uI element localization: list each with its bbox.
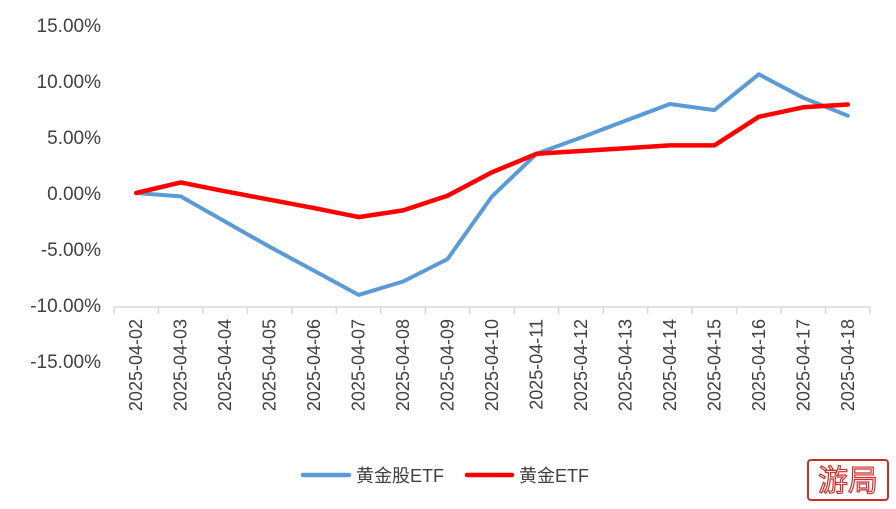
series-line-2 xyxy=(133,102,851,220)
series-lines xyxy=(133,72,851,297)
x-tick-label: 2025-04-18 xyxy=(838,319,858,411)
watermark-stamp-text: 游局 xyxy=(818,464,878,499)
legend: 黄金股ETF 黄金ETF xyxy=(300,466,589,486)
x-axis-ticks xyxy=(113,307,871,314)
x-tick-label: 2025-04-17 xyxy=(793,319,813,411)
x-axis-tick-labels: 2025-04-02 2025-04-03 2025-04-04 2025-04-05… xyxy=(126,319,858,411)
y-tick-label: 0.00% xyxy=(47,184,101,205)
x-tick-label: 2025-04-08 xyxy=(393,319,413,411)
x-tick-label: 2025-04-11 xyxy=(526,319,546,410)
y-tick-label: 5.00% xyxy=(47,128,101,149)
x-tick-label: 2025-04-05 xyxy=(260,319,280,411)
x-tick-label: 2025-04-14 xyxy=(660,319,680,411)
x-tick-label: 2025-04-09 xyxy=(438,319,458,411)
y-tick-label: 10.00% xyxy=(37,72,102,93)
watermark-stamp: 游局 xyxy=(807,459,889,501)
x-tick-label: 2025-04-06 xyxy=(304,319,324,411)
y-tick-label: -5.00% xyxy=(41,240,101,261)
y-axis-tick-labels: 15.00% 10.00% 5.00% 0.00% -5.00% -10.00% -15.0… xyxy=(30,16,101,373)
y-tick-label: 15.00% xyxy=(37,16,102,37)
series-line-1 xyxy=(134,72,850,297)
x-tick-label: 2025-04-03 xyxy=(171,319,191,411)
y-tick-label: -15.00% xyxy=(30,352,101,373)
x-tick-label: 2025-04-04 xyxy=(215,319,235,411)
x-tick-label: 2025-04-07 xyxy=(349,319,369,411)
x-tick-label: 2025-04-13 xyxy=(615,319,635,411)
x-tick-label: 2025-04-12 xyxy=(571,319,591,411)
x-tick-label: 2025-04-15 xyxy=(704,319,724,411)
legend-label-1: 黄金股ETF xyxy=(356,466,444,486)
x-tick-label: 2025-04-10 xyxy=(482,319,502,411)
x-tick-label: 2025-04-02 xyxy=(126,319,146,411)
y-tick-label: -10.00% xyxy=(30,296,101,317)
watermark-stamp-border xyxy=(807,459,889,501)
x-tick-label: 2025-04-16 xyxy=(749,319,769,411)
legend-label-2: 黄金ETF xyxy=(519,466,589,486)
